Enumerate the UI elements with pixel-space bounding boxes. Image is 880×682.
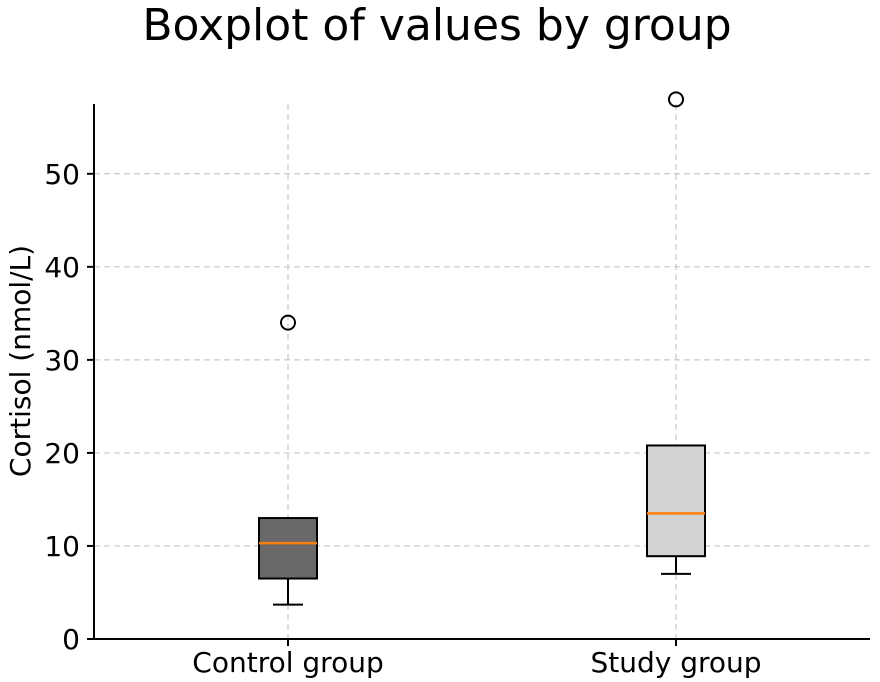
chart-title: Boxplot of values by group (142, 0, 731, 51)
box-layer (258, 91, 706, 606)
outlier-point (668, 91, 684, 108)
iqr-box (646, 444, 706, 558)
y-tick-label: 30 (44, 344, 80, 377)
x-tick-label: Study group (590, 646, 761, 679)
box-study-group (646, 91, 706, 575)
outlier-point (280, 314, 296, 331)
y-tick-label: 20 (44, 437, 80, 470)
tick-layer: 0 10 20 30 40 50 Control group Study group (44, 158, 761, 679)
y-tick-label: 40 (44, 251, 80, 284)
y-tick-label: 50 (44, 158, 80, 191)
box-control-group (258, 314, 318, 606)
y-tick-label: 10 (44, 530, 80, 563)
y-tick-label: 0 (62, 623, 80, 656)
iqr-box (258, 517, 318, 580)
grid-layer (94, 104, 870, 639)
y-axis-label: Cortisol (nmol/L) (4, 245, 37, 477)
x-tick-label: Control group (192, 646, 383, 679)
axis-layer (93, 104, 870, 640)
